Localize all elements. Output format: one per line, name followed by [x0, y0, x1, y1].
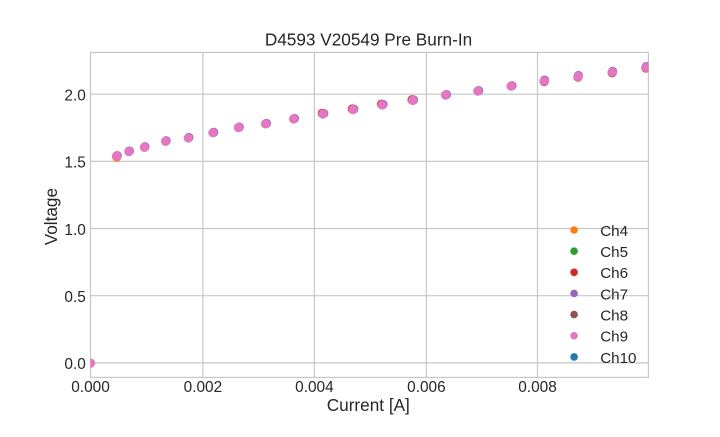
svg-text:Voltage: Voltage: [41, 188, 61, 245]
svg-text:0.0: 0.0: [64, 356, 85, 373]
svg-text:0.004: 0.004: [295, 379, 334, 396]
svg-text:1.0: 1.0: [64, 222, 85, 239]
svg-text:Ch7: Ch7: [600, 286, 628, 303]
svg-text:0.002: 0.002: [184, 379, 223, 396]
svg-text:Ch6: Ch6: [600, 265, 628, 282]
svg-text:D4593 V20549 Pre Burn-In: D4593 V20549 Pre Burn-In: [265, 30, 472, 50]
svg-text:Ch4: Ch4: [600, 223, 628, 240]
svg-text:0.000: 0.000: [71, 379, 110, 396]
svg-text:0.5: 0.5: [64, 289, 85, 306]
svg-text:0.008: 0.008: [518, 379, 557, 396]
svg-text:Current [A]: Current [A]: [327, 395, 410, 415]
svg-text:Ch8: Ch8: [600, 308, 628, 325]
svg-text:0.006: 0.006: [407, 379, 446, 396]
svg-text:Ch10: Ch10: [600, 350, 636, 367]
svg-text:2.0: 2.0: [64, 88, 85, 105]
svg-text:Ch9: Ch9: [600, 329, 628, 346]
svg-text:Ch5: Ch5: [600, 244, 628, 261]
svg-text:1.5: 1.5: [64, 155, 85, 172]
